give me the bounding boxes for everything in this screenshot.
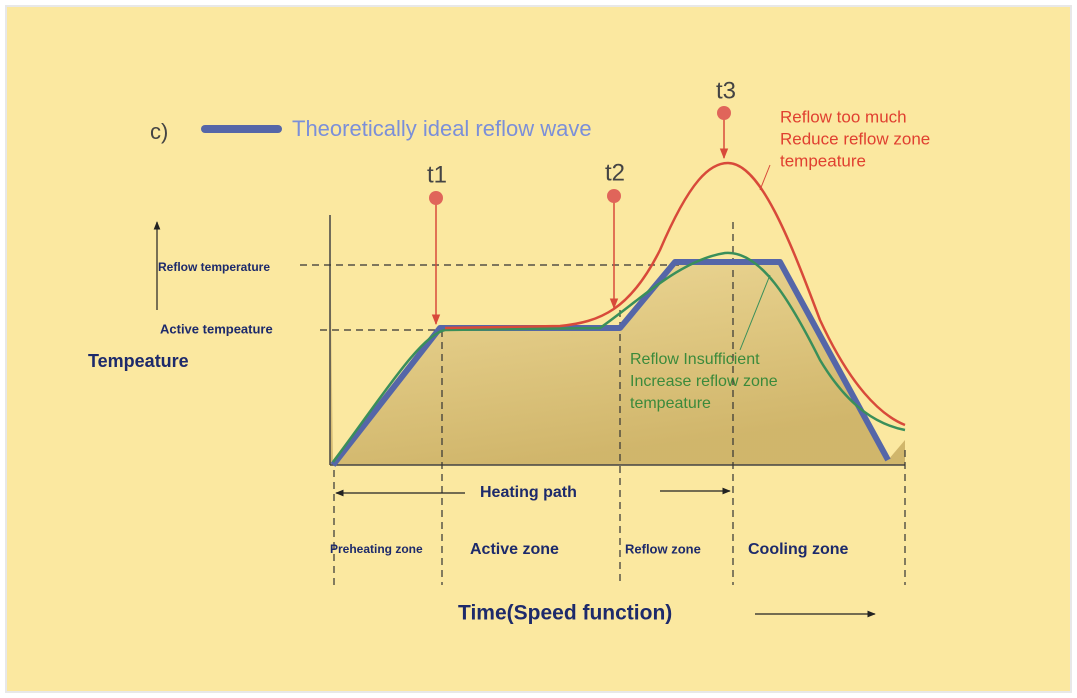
x-axis-title: Time(Speed function)	[458, 602, 672, 625]
leader	[739, 274, 771, 351]
zone-label: Cooling zone	[748, 541, 849, 558]
y-axis-title: Tempeature	[88, 351, 189, 371]
annotation: Increase reflow zone	[630, 373, 778, 390]
y-level-label: Active tempeature	[160, 321, 273, 336]
zone-label: Reflow zone	[625, 541, 701, 556]
marker-label: t3	[716, 77, 736, 104]
zone-label: Preheating zone	[330, 542, 423, 556]
annotation: Reduce reflow zone	[780, 129, 930, 148]
guides	[300, 222, 906, 585]
marker-arrows	[429, 106, 731, 326]
heating-path: Heating path	[480, 484, 577, 501]
y-level-label: Reflow temperature	[158, 260, 270, 274]
legend-prefix: c)	[150, 119, 168, 144]
annotation: tempeature	[630, 395, 711, 412]
zone-label: Active zone	[470, 541, 559, 558]
annotation: Reflow Insufficient	[630, 351, 760, 368]
annotation: Reflow too much	[780, 107, 907, 126]
shaded-area	[330, 215, 905, 465]
marker-label: t1	[427, 161, 447, 188]
too-much-curve	[444, 161, 906, 427]
marker-label: t2	[605, 159, 625, 186]
ideal-curve	[330, 259, 891, 467]
leader	[759, 164, 771, 191]
legend-label: Theoretically ideal reflow wave	[292, 116, 592, 141]
insufficient-curve	[332, 251, 906, 463]
annotation: tempeature	[780, 151, 866, 170]
